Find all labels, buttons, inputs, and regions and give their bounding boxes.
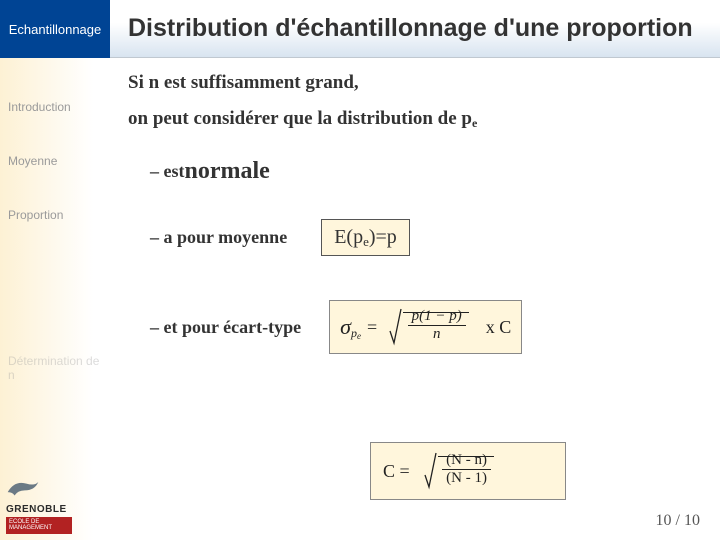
formula-correction-factor: C = (N - n) (N - 1) bbox=[370, 442, 566, 500]
bullet-ecart-type: – et pour écart-type σpe = p(1 − p) n x … bbox=[150, 300, 698, 354]
page-title: Distribution d'échantillonnage d'une pro… bbox=[128, 14, 693, 43]
bullet-moyenne-text: – a pour moyenne bbox=[150, 227, 287, 248]
formula-c-num: (N - n) bbox=[442, 452, 491, 470]
bullet-normale: – est normale bbox=[150, 158, 698, 185]
formula-c-den: (N - 1) bbox=[442, 470, 491, 487]
intro-line-2-sub: e bbox=[472, 116, 477, 130]
dolphin-icon bbox=[6, 476, 40, 498]
bullet-normale-word: normale bbox=[185, 158, 270, 185]
formula-mean-b: )=p bbox=[369, 226, 397, 248]
sidebar-item-moyenne[interactable]: Moyenne bbox=[0, 148, 110, 174]
header-title-area: Distribution d'échantillonnage d'une pro… bbox=[110, 0, 720, 58]
sqrt-c-icon: (N - n) (N - 1) bbox=[424, 451, 547, 491]
formula-mean-sub: e bbox=[363, 234, 369, 249]
page-sep: / bbox=[672, 512, 684, 529]
intro-line-2-text: on peut considérer que la distribution d… bbox=[128, 108, 472, 129]
content-area: Si n est suffisamment grand, on peut con… bbox=[128, 72, 698, 376]
logo-subtitle: ECOLE DE MANAGEMENT bbox=[6, 517, 72, 534]
intro-line-2: on peut considérer que la distribution d… bbox=[128, 108, 698, 130]
intro-line-1: Si n est suffisamment grand, bbox=[128, 72, 698, 94]
page-number: 10 / 10 bbox=[656, 512, 700, 530]
page-total: 10 bbox=[684, 512, 700, 529]
formula-c-lhs: C = bbox=[383, 461, 410, 482]
bullet-moyenne: – a pour moyenne E(pe)=p bbox=[150, 219, 698, 256]
sigma-den: n bbox=[429, 326, 445, 343]
logo-name: GRENOBLE bbox=[6, 504, 76, 515]
page-current: 10 bbox=[656, 512, 672, 529]
sigma-tail: x C bbox=[486, 317, 512, 338]
header-section-label: Echantillonnage bbox=[0, 0, 110, 58]
sidebar: Introduction Moyenne Proportion Détermin… bbox=[0, 58, 110, 540]
formula-mean: E(pe)=p bbox=[321, 219, 410, 256]
sidebar-item-proportion[interactable]: Proportion bbox=[0, 202, 110, 228]
bullet-ecart-type-text: – et pour écart-type bbox=[150, 317, 301, 338]
sigma-eq: = bbox=[367, 317, 377, 338]
sidebar-item-determination-n[interactable]: Détermination de n bbox=[0, 348, 110, 388]
logo: GRENOBLE ECOLE DE MANAGEMENT bbox=[6, 476, 76, 534]
header: Echantillonnage Distribution d'échantill… bbox=[0, 0, 720, 58]
formula-sigma: σpe = p(1 − p) n x C bbox=[329, 300, 522, 354]
bullet-normale-dash: – est bbox=[150, 161, 185, 182]
sigma-num: p(1 − p) bbox=[408, 308, 466, 326]
sigma-subsub: e bbox=[357, 331, 361, 341]
sigma-symbol: σ bbox=[340, 314, 351, 340]
formula-mean-a: E(p bbox=[334, 226, 363, 248]
sidebar-item-introduction[interactable]: Introduction bbox=[0, 94, 110, 120]
